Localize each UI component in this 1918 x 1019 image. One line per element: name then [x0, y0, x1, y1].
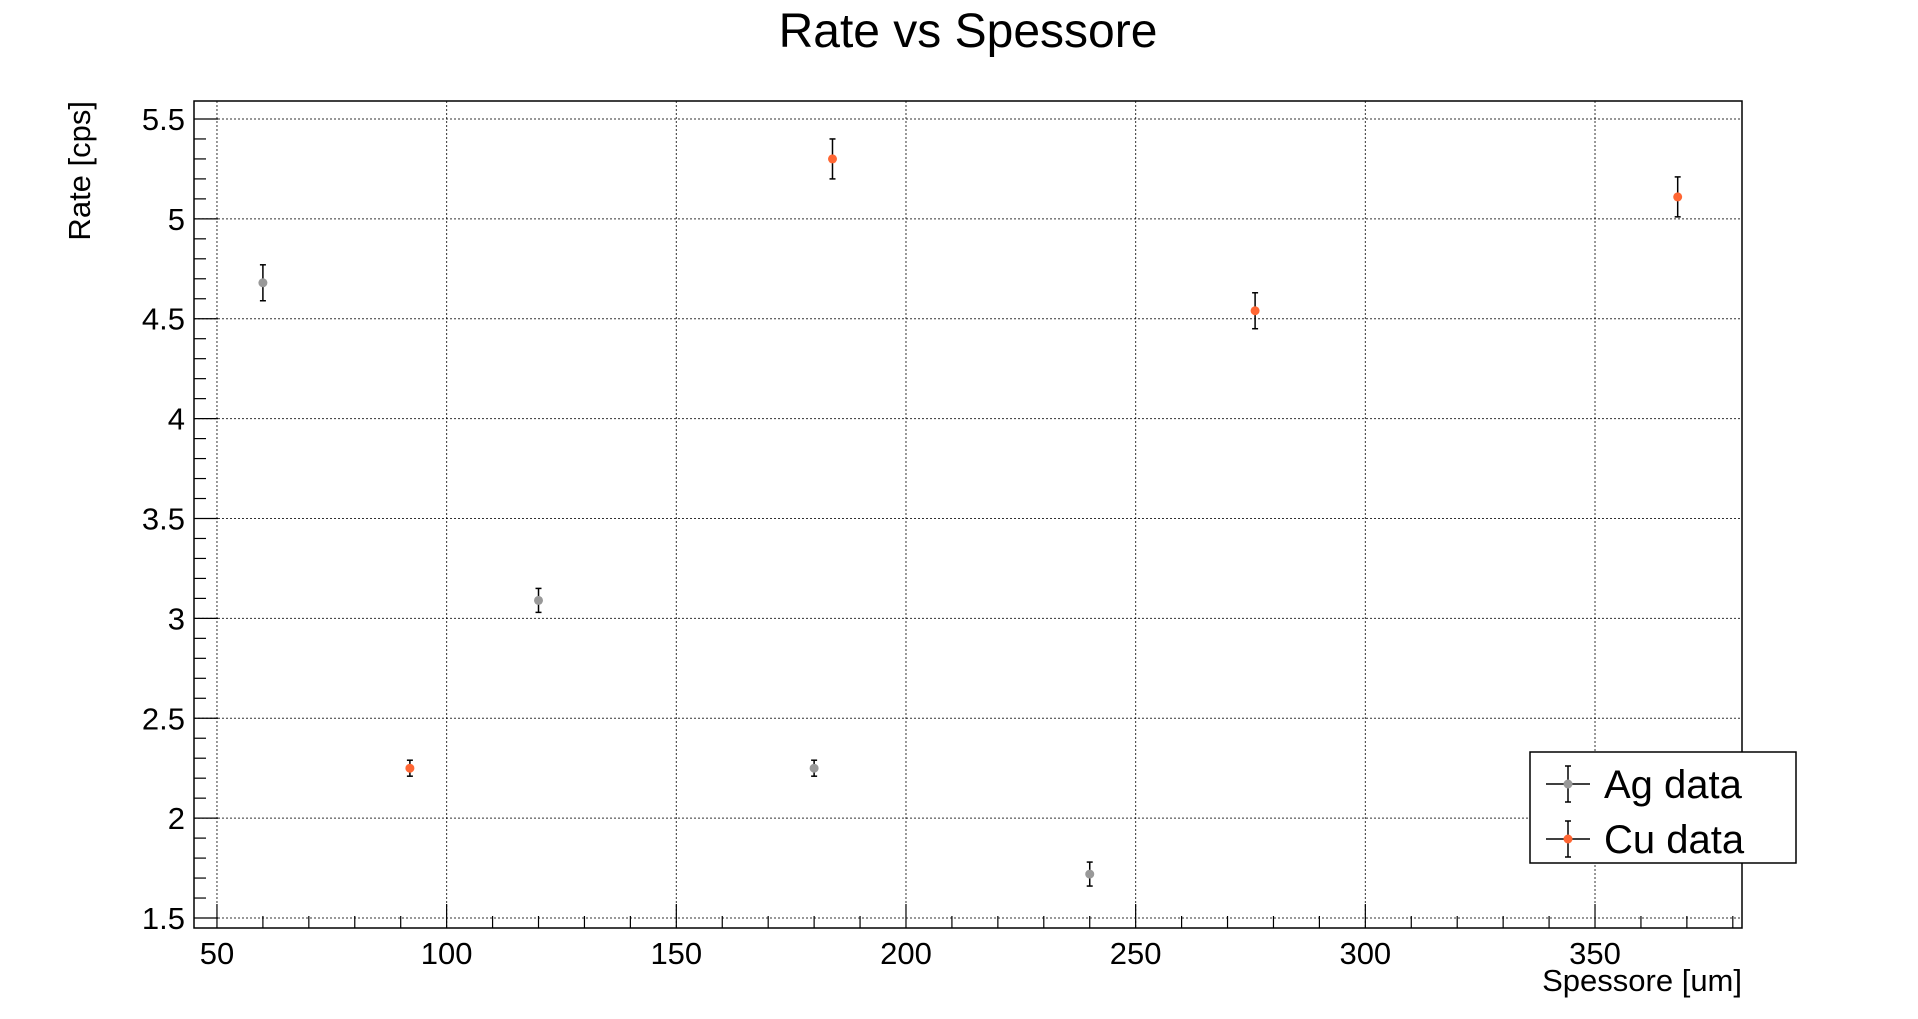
y-tick-label: 4.5	[142, 302, 185, 337]
legend-entry-ag-data: Ag data	[1546, 763, 1743, 807]
cu-data-point	[1250, 292, 1260, 330]
ag-data-point	[534, 587, 544, 614]
plot-frame	[193, 100, 1743, 929]
legend-entry-cu-data: Cu data	[1546, 818, 1745, 862]
y-tick-label: 5	[168, 202, 185, 237]
x-tick-label: 350	[1569, 936, 1621, 971]
legend-box	[1529, 751, 1797, 864]
y-tick-label: 2.5	[142, 701, 185, 736]
legend-marker	[1563, 779, 1573, 789]
ag-data-point	[809, 759, 819, 777]
ag-data-marker	[1085, 869, 1095, 879]
legend-label: Ag data	[1604, 763, 1743, 807]
y-tick-label: 1.5	[142, 901, 185, 936]
cu-data-marker	[405, 763, 415, 773]
cu-data-point	[827, 138, 837, 180]
ag-data-marker	[809, 763, 819, 773]
y-tick-label: 3	[168, 601, 185, 636]
y-axis-title: Rate [cps]	[62, 101, 97, 241]
ag-data-marker	[534, 595, 544, 605]
cu-data-marker	[1673, 192, 1683, 202]
x-tick-label: 250	[1110, 936, 1162, 971]
x-tick-label: 200	[880, 936, 932, 971]
data-points	[258, 138, 1683, 887]
chart-title: Rate vs Spessore	[779, 5, 1158, 58]
x-tick-label: 100	[421, 936, 473, 971]
legend-marker	[1563, 834, 1573, 844]
ag-data-point	[258, 264, 268, 302]
y-tick-label: 3.5	[142, 501, 185, 536]
x-tick-label: 50	[200, 936, 234, 971]
cu-data-marker	[1250, 306, 1260, 316]
y-tick-label: 5.5	[142, 102, 185, 137]
x-axis-title: Spessore [um]	[1542, 963, 1742, 998]
legend: Ag data Cu data	[1529, 751, 1797, 864]
cu-data-point	[405, 759, 415, 777]
cu-data-point	[1673, 176, 1683, 218]
y-tick-label: 2	[168, 801, 185, 836]
x-tick-label: 150	[650, 936, 702, 971]
grid	[194, 101, 1742, 928]
axis-ticks: 50 100 150 200 250 300 350 1.5 2 2.5 3 3.5 4 4.5 5 5.5	[142, 102, 1734, 971]
cu-data-marker	[827, 154, 837, 164]
y-tick-label: 4	[168, 402, 185, 437]
legend-label: Cu data	[1604, 818, 1745, 862]
ag-data-point	[1085, 861, 1095, 887]
x-tick-label: 300	[1339, 936, 1391, 971]
ag-data-marker	[258, 278, 268, 288]
legend-items: Ag data Cu data	[1546, 763, 1745, 862]
